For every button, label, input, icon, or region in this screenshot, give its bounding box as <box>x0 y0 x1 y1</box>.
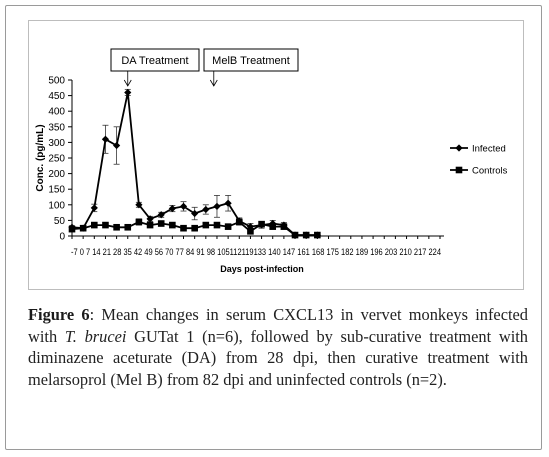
annotation-arrow-head <box>209 79 218 87</box>
data-point-controls <box>291 231 299 239</box>
data-point-infected <box>101 135 110 143</box>
data-point-infected <box>124 88 132 97</box>
chart-border <box>28 20 524 290</box>
data-point-controls <box>302 231 310 239</box>
legend-marker <box>455 144 463 152</box>
annotation-label: MelB Treatment <box>212 55 290 67</box>
y-tick-label: 300 <box>48 138 65 149</box>
data-point-infected <box>213 202 221 210</box>
y-tick-label: 100 <box>48 200 65 211</box>
y-tick-label: 350 <box>48 122 65 133</box>
data-point-controls <box>235 218 243 226</box>
data-point-controls <box>280 223 288 230</box>
data-point-controls <box>146 221 154 229</box>
data-point-infected <box>157 211 165 219</box>
data-point-controls <box>79 224 87 232</box>
data-point-infected <box>90 204 98 212</box>
caption-text-part2: GUTat 1 (n=6), followed by sub-curative … <box>28 326 528 389</box>
y-axis-label: Conc. (pg/mL) <box>35 124 46 191</box>
data-point-infected <box>146 215 154 223</box>
data-point-controls <box>213 221 221 229</box>
y-tick-label: 250 <box>48 154 65 165</box>
data-point-infected <box>202 205 210 214</box>
caption-text-part1: : Mean changes in serum CXCL13 in vervet… <box>28 305 528 346</box>
data-point-controls <box>91 221 98 229</box>
data-point-infected <box>191 209 199 218</box>
figure-caption: Figure 6: Mean changes in serum CXCL13 i… <box>28 304 528 390</box>
data-point-controls <box>157 220 165 227</box>
y-tick-label: 50 <box>54 216 66 227</box>
data-point-controls <box>124 223 132 231</box>
x-axis-label: Days post-infection <box>220 264 304 274</box>
data-point-controls <box>68 225 76 233</box>
y-tick-label: 200 <box>48 169 65 180</box>
legend-label-infected: Infected <box>472 144 506 155</box>
annotation-arrow-head <box>123 79 132 87</box>
data-point-controls <box>247 228 254 235</box>
data-point-controls <box>102 221 109 229</box>
data-point-controls <box>169 221 176 229</box>
data-point-infected <box>179 202 188 210</box>
data-point-infected <box>224 199 232 207</box>
y-tick-label: 0 <box>59 232 65 243</box>
data-point-controls <box>202 221 210 229</box>
legend-marker <box>455 166 463 174</box>
annotation-label: DA Treatment <box>121 55 188 67</box>
data-point-infected <box>113 141 121 150</box>
data-point-controls <box>113 223 120 231</box>
y-tick-label: 450 <box>48 91 65 102</box>
y-tick-label: 150 <box>48 185 65 196</box>
y-tick-label: 500 <box>48 76 65 87</box>
data-point-controls <box>180 224 187 232</box>
legend-label-controls: Controls <box>472 166 508 177</box>
annotation-box <box>203 48 299 72</box>
caption-figure-number: Figure 6 <box>28 305 90 324</box>
data-point-controls <box>258 220 265 228</box>
caption-species-italic: T. brucei <box>64 326 127 346</box>
annotation-box <box>110 48 200 72</box>
x-tick-labels: -7 0 7 14 21 28 35 42 49 56 70 77 84 91 … <box>71 247 441 257</box>
data-point-controls <box>269 223 277 230</box>
data-point-controls <box>191 224 198 232</box>
data-point-infected <box>135 201 143 209</box>
data-point-infected <box>168 204 176 213</box>
data-point-controls <box>224 223 232 230</box>
data-point-controls <box>314 231 321 239</box>
data-point-controls <box>135 218 143 226</box>
y-tick-label: 400 <box>48 107 65 118</box>
